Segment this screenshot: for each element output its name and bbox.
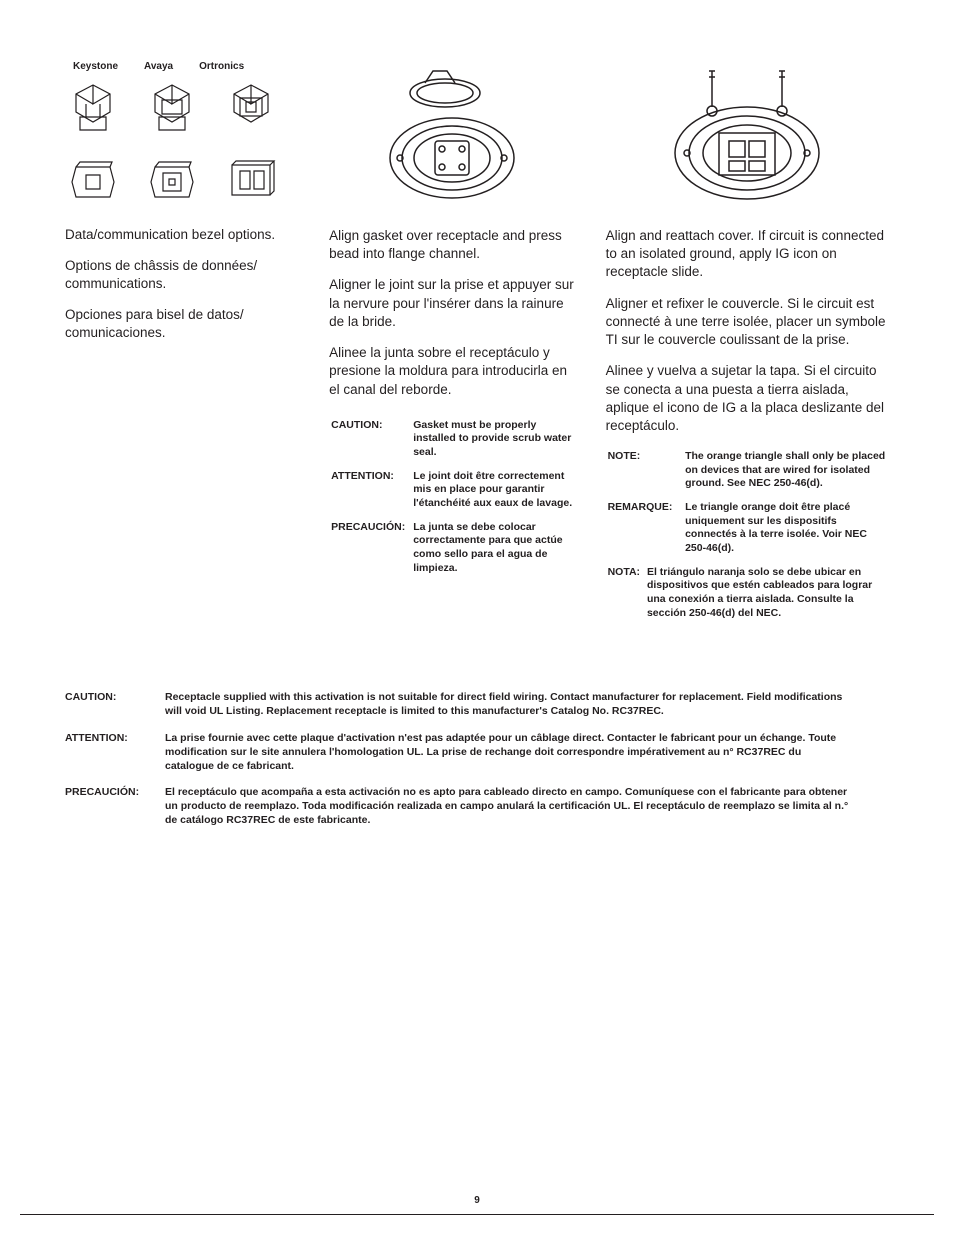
col3-text-es: Alinee y vuelva a sujetar la tapa. Si el… [606,362,889,435]
col2-caution-es-label: PRECAUCIÓN: [331,521,411,584]
bottom-cautions: CAUTION: Receptacle supplied with this a… [65,690,889,827]
col3-note-fr-label: REMARQUE: [608,501,683,564]
bottom-caution-en-text: Receptacle supplied with this activation… [165,690,889,718]
col3-text-en: Align and reattach cover. If circuit is … [606,227,889,282]
bezel-avaya-bottom-icon [144,150,199,210]
col3-note-en-label: NOTE: [608,450,683,499]
bezel-ortronics-bottom-icon [223,150,278,210]
bezel-grid [65,80,299,210]
bezel-keystone-top-icon [65,80,120,140]
col2-caution-table: CAUTION: Gasket must be properly install… [329,417,575,585]
page-number: 9 [20,1195,934,1206]
col3-note-table: NOTE: The orange triangle shall only be … [606,448,889,630]
cover-figure-icon [606,60,889,215]
col2-text-es: Alinee la junta sobre el receptáculo y p… [329,344,575,399]
col2-caution-fr-label: ATTENTION: [331,470,411,519]
label-ortronics: Ortronics [199,60,244,74]
col2-caution-en-label: CAUTION: [331,419,411,468]
bezel-ortronics-top-icon [223,80,278,140]
column-cover: Align and reattach cover. If circuit is … [606,60,889,630]
column-row: Keystone Avaya Ortronics [65,60,889,630]
bezel-keystone-bottom-icon [65,150,120,210]
bottom-caution-fr-label: ATTENTION: [65,731,165,774]
gasket-figure-icon [329,60,575,215]
col3-note-en-text: The orange triangle shall only be placed… [685,450,887,499]
col2-text-fr: Aligner le joint sur la prise et appuyer… [329,276,575,331]
col2-caution-en-text: Gasket must be properly installed to pro… [413,419,573,468]
col3-note-es-text: El triángulo naranja solo se debe ubicar… [643,566,876,621]
col2-text-en: Align gasket over receptacle and press b… [329,227,575,263]
bezel-avaya-top-icon [144,80,199,140]
col2-caution-es-text: La junta se debe colocar correctamente p… [413,521,573,584]
bottom-caution-en-label: CAUTION: [65,690,165,718]
col1-text-es: Opciones para bisel de datos/ comunicaci… [65,306,299,342]
page-content: Keystone Avaya Ortronics [65,60,889,840]
label-avaya: Avaya [144,60,173,74]
col1-text-en: Data/communication bezel options. [65,226,299,244]
col3-note-fr-text: Le triangle orange doit être placé uniqu… [685,501,887,564]
col3-note-es-label: NOTA: [608,566,640,578]
bottom-caution-es-text: El receptáculo que acompaña a esta activ… [165,785,889,828]
col3-text-fr: Aligner et refixer le couvercle. Si le c… [606,295,889,350]
col3-note-es: NOTA: El triángulo naranja solo se debe … [608,566,887,629]
column-bezel-options: Keystone Avaya Ortronics [65,60,299,630]
bottom-caution-es-label: PRECAUCIÓN: [65,785,165,828]
col1-text-fr: Options de châssis de données/ communica… [65,257,299,293]
col2-caution-fr-text: Le joint doit être correctement mis en p… [413,470,573,519]
label-keystone: Keystone [73,60,118,74]
column-gasket: Align gasket over receptacle and press b… [329,60,575,630]
bezel-labels-row: Keystone Avaya Ortronics [65,60,299,74]
bottom-caution-fr-text: La prise fournie avec cette plaque d'act… [165,731,889,774]
